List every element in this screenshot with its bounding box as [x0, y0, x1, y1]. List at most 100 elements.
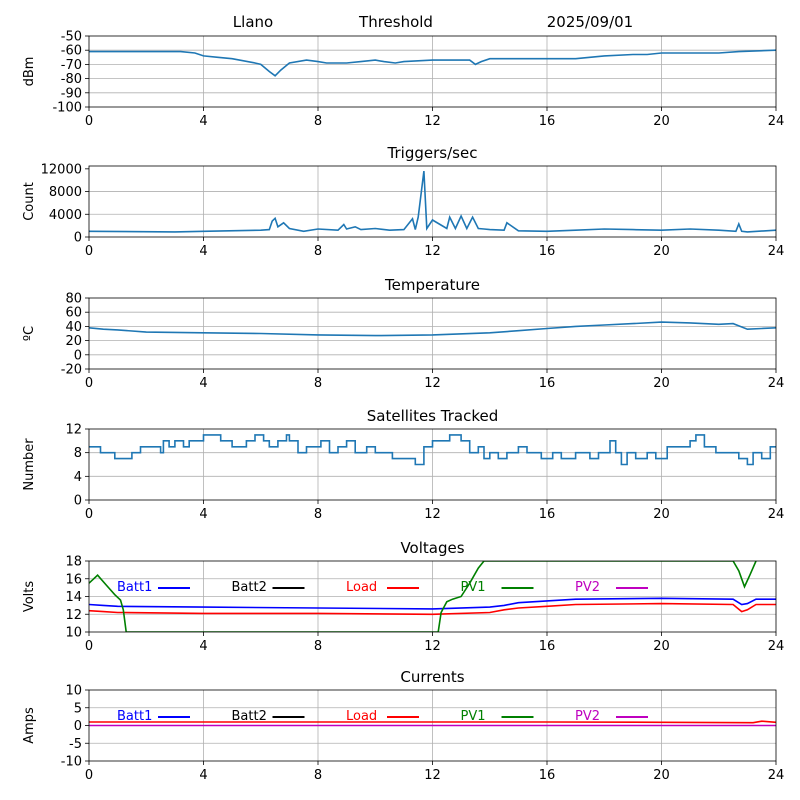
- plot-frame: [88, 297, 777, 370]
- legend-label-pv2: PV2: [575, 709, 600, 724]
- x-tick-label: 0: [85, 768, 93, 783]
- legend-label-batt2: Batt2: [232, 709, 267, 724]
- legend-label-load: Load: [346, 709, 377, 724]
- y-tick-label: 8000: [49, 185, 82, 200]
- series-line-batt1: [89, 597, 776, 610]
- y-tick-label: 10: [65, 626, 82, 641]
- plot-frame: [88, 689, 777, 762]
- panel-1: 0 4 8 12 16 20 24 -100-90-80-70-60-50 dBm: [22, 30, 784, 130]
- plot-frame: [88, 165, 777, 238]
- x-tick-label: 4: [199, 507, 207, 522]
- series-line-1: [89, 434, 776, 466]
- y-tick-label: 4000: [49, 208, 82, 223]
- y-tick-label: 0: [74, 348, 82, 363]
- panel-4: 0 4 8 12 16 20 24 0 4 8 12 Satellites Tracked Number: [22, 407, 784, 522]
- y-axis-label: Volts: [22, 581, 37, 613]
- y-tick-label: -5: [69, 737, 82, 752]
- series-line-pv1: [89, 561, 757, 632]
- x-tick-label: 0: [85, 114, 93, 129]
- station-name: Llano: [233, 13, 273, 31]
- legend-label-batt1: Batt1: [117, 580, 152, 595]
- panel-2: 0 4 8 12 16 20 24 0 4000 8000 12000 Triggers/sec Cou…: [22, 144, 784, 259]
- panel-title: Currents: [400, 668, 464, 686]
- y-tick-label: 5: [74, 701, 82, 716]
- x-tick-label: 4: [199, 768, 207, 783]
- x-tick-label: 0: [85, 244, 93, 259]
- mode-label: Threshold: [358, 13, 433, 31]
- x-tick-label: 20: [653, 507, 670, 522]
- series-line-1: [89, 171, 776, 233]
- y-tick-label: -60: [61, 44, 82, 59]
- y-tick-label: 12: [65, 608, 82, 623]
- x-tick-label: 8: [314, 507, 322, 522]
- x-tick-label: 4: [199, 639, 207, 654]
- plot-frame: [88, 35, 777, 108]
- x-tick-label: 8: [314, 244, 322, 259]
- panel-title: Voltages: [400, 539, 464, 557]
- plot-frame: [88, 560, 777, 633]
- x-tick-label: 12: [424, 114, 441, 129]
- x-tick-label: 4: [199, 114, 207, 129]
- x-tick-label: 16: [539, 639, 556, 654]
- x-tick-label: 0: [85, 507, 93, 522]
- x-tick-label: 8: [314, 376, 322, 391]
- x-tick-label: 12: [424, 768, 441, 783]
- y-axis-label: Number: [22, 438, 37, 491]
- x-tick-label: 8: [314, 114, 322, 129]
- x-tick-label: 16: [539, 376, 556, 391]
- y-tick-label: 12: [65, 423, 82, 438]
- date-label: 2025/09/01: [547, 13, 633, 31]
- x-tick-label: 0: [85, 376, 93, 391]
- panel-5: 0 4 8 12 16 20 24 10 12 14 16 18 Voltages Volts Batt1 B…: [22, 539, 784, 654]
- panel-title: Satellites Tracked: [367, 407, 498, 425]
- x-tick-label: 8: [314, 639, 322, 654]
- x-tick-label: 24: [768, 768, 785, 783]
- x-tick-label: 16: [539, 507, 556, 522]
- x-tick-label: 12: [424, 376, 441, 391]
- x-tick-label: 20: [653, 376, 670, 391]
- y-tick-label: 20: [65, 334, 82, 349]
- y-tick-label: 0: [74, 494, 82, 509]
- y-axis-label: dBm: [22, 57, 37, 87]
- series-line-load: [89, 720, 776, 724]
- x-tick-label: 24: [768, 244, 785, 259]
- y-tick-label: 60: [65, 306, 82, 321]
- x-tick-label: 4: [199, 376, 207, 391]
- y-tick-label: 16: [65, 572, 82, 587]
- series-line-1: [89, 49, 776, 77]
- series-line-load: [89, 602, 776, 616]
- x-tick-label: 24: [768, 114, 785, 129]
- x-tick-label: 16: [539, 768, 556, 783]
- x-tick-label: 8: [314, 768, 322, 783]
- y-tick-label: 18: [65, 555, 82, 570]
- y-axis-label: Count: [22, 182, 37, 221]
- x-tick-label: 0: [85, 639, 93, 654]
- y-tick-label: -20: [61, 363, 82, 378]
- y-tick-label: 4: [74, 470, 82, 485]
- x-tick-label: 4: [199, 244, 207, 259]
- y-tick-label: 80: [65, 292, 82, 307]
- x-tick-label: 12: [424, 244, 441, 259]
- y-tick-label: -90: [61, 86, 82, 101]
- legend-label-load: Load: [346, 580, 377, 595]
- legend-label-pv1: PV1: [461, 580, 486, 595]
- x-tick-label: 16: [539, 244, 556, 259]
- y-tick-label: 0: [74, 719, 82, 734]
- y-tick-label: -50: [61, 30, 82, 45]
- panel-title: Triggers/sec: [387, 144, 478, 162]
- x-tick-label: 20: [653, 114, 670, 129]
- y-tick-label: -80: [61, 72, 82, 87]
- x-tick-label: 24: [768, 507, 785, 522]
- legend-label-pv1: PV1: [461, 709, 486, 724]
- y-tick-label: -70: [61, 58, 82, 73]
- x-tick-label: 12: [424, 507, 441, 522]
- panel-6: 0 4 8 12 16 20 24 -10 -5 0 5 10 Currents Amps Batt1 Bat…: [22, 668, 784, 783]
- y-tick-label: 14: [65, 590, 82, 605]
- x-tick-label: 24: [768, 639, 785, 654]
- y-tick-label: 40: [65, 320, 82, 335]
- x-tick-label: 20: [653, 768, 670, 783]
- y-axis-label: ºC: [22, 326, 37, 341]
- x-tick-label: 16: [539, 114, 556, 129]
